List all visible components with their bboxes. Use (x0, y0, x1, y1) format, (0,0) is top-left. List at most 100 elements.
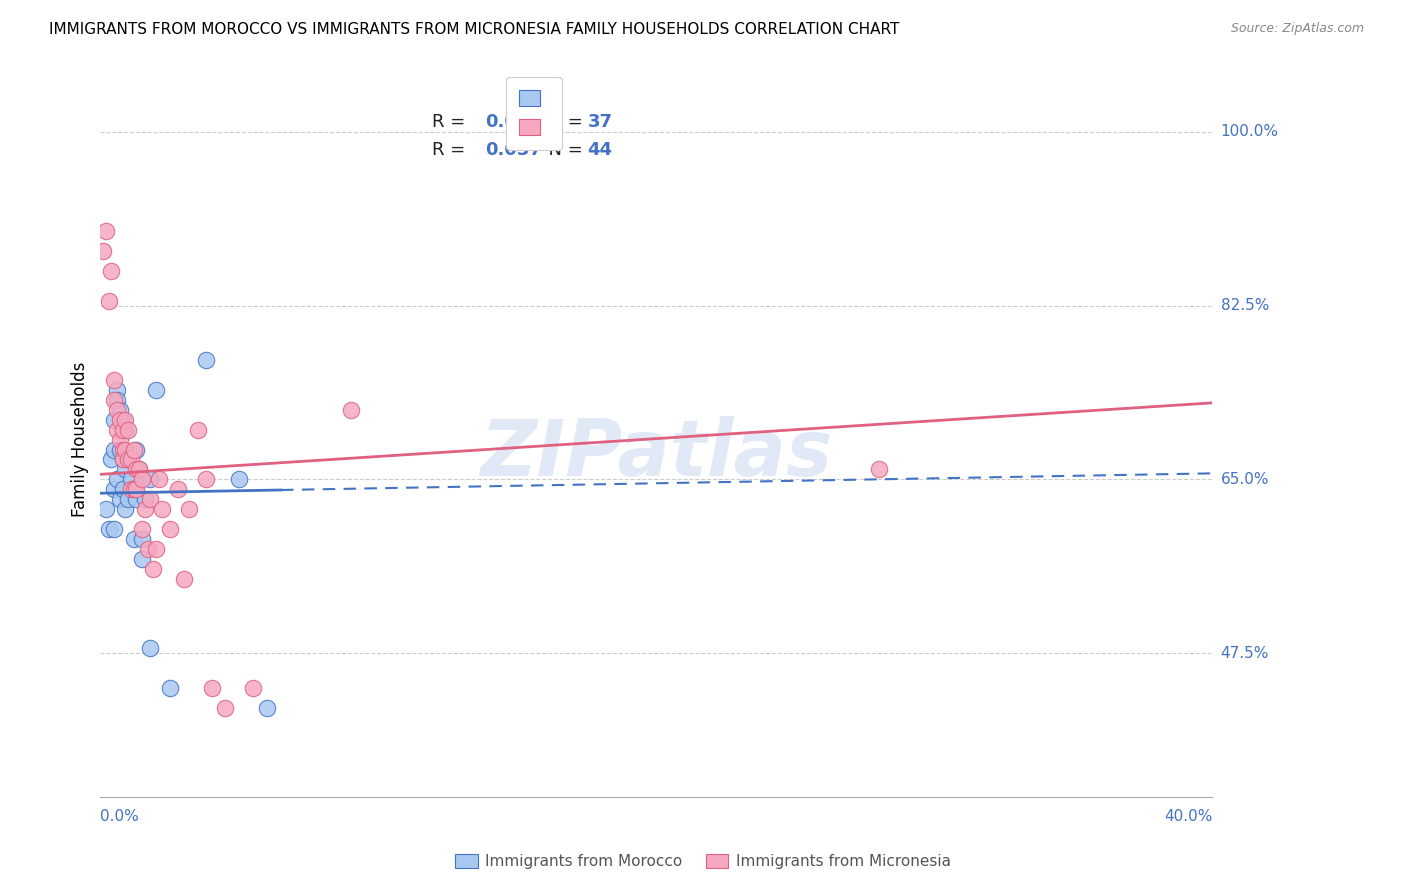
Legend: Immigrants from Morocco, Immigrants from Micronesia: Immigrants from Morocco, Immigrants from… (449, 848, 957, 875)
Point (105, 392, 128, 407)
Point (128, 462, 150, 476)
Text: 0.013: 0.013 (485, 113, 541, 131)
Point (100, 264, 122, 278)
Point (125, 442, 148, 457)
Point (187, 423, 209, 437)
Point (148, 472, 170, 486)
Point (150, 502, 173, 516)
Point (139, 472, 162, 486)
Point (200, 681, 222, 695)
Point (103, 482, 125, 496)
Point (117, 423, 139, 437)
Text: 44: 44 (588, 141, 613, 159)
Point (125, 482, 148, 496)
Point (114, 502, 136, 516)
Point (111, 442, 134, 457)
Y-axis label: Family Households: Family Households (72, 362, 89, 517)
Text: 0.037: 0.037 (485, 141, 541, 159)
Point (214, 700, 236, 714)
Point (94, 502, 117, 516)
Point (256, 700, 278, 714)
Point (167, 482, 190, 496)
Point (131, 522, 153, 536)
Point (97, 522, 120, 536)
Point (339, 402, 361, 417)
Text: N =: N = (537, 113, 589, 131)
Point (139, 641, 162, 656)
Text: 47.5%: 47.5% (1220, 646, 1270, 661)
Point (91, 244, 114, 258)
Point (103, 413, 125, 427)
Point (125, 462, 148, 476)
Point (195, 353, 218, 368)
Point (120, 472, 142, 486)
Legend: , : , (506, 77, 562, 150)
Point (122, 482, 145, 496)
Point (108, 433, 131, 447)
Text: IMMIGRANTS FROM MOROCCO VS IMMIGRANTS FROM MICRONESIA FAMILY HOUSEHOLDS CORRELAT: IMMIGRANTS FROM MOROCCO VS IMMIGRANTS FR… (49, 22, 900, 37)
Point (131, 532, 153, 546)
Text: 0.0%: 0.0% (100, 809, 139, 824)
Point (145, 541, 167, 556)
Point (111, 413, 134, 427)
Point (103, 442, 125, 457)
Text: R =: R = (432, 141, 471, 159)
Point (136, 541, 159, 556)
Point (122, 482, 145, 496)
Point (134, 492, 156, 507)
Point (868, 462, 890, 476)
Text: 40.0%: 40.0% (1164, 809, 1212, 824)
Point (103, 392, 125, 407)
Point (103, 373, 125, 387)
Point (159, 522, 181, 536)
Point (111, 482, 134, 496)
Point (195, 472, 218, 486)
Point (97, 293, 120, 308)
Point (94, 224, 117, 238)
Point (103, 522, 125, 536)
Point (173, 572, 195, 586)
Point (117, 452, 139, 467)
Point (111, 423, 134, 437)
Text: N =: N = (537, 141, 589, 159)
Point (105, 472, 128, 486)
Text: 37: 37 (588, 113, 613, 131)
Point (131, 472, 153, 486)
Text: ZIPatlas: ZIPatlas (481, 416, 832, 491)
Point (111, 452, 134, 467)
Point (134, 502, 156, 516)
Point (120, 482, 142, 496)
Point (242, 681, 264, 695)
Point (228, 472, 250, 486)
Text: 82.5%: 82.5% (1220, 298, 1270, 313)
Point (108, 492, 131, 507)
Point (100, 452, 122, 467)
Point (108, 402, 131, 417)
Point (139, 492, 162, 507)
Text: 100.0%: 100.0% (1220, 124, 1278, 139)
Point (117, 492, 139, 507)
Point (114, 442, 136, 457)
Point (114, 462, 136, 476)
Point (117, 452, 139, 467)
Point (108, 442, 131, 457)
Point (114, 423, 136, 437)
Text: 65.0%: 65.0% (1220, 472, 1270, 487)
Point (105, 402, 128, 417)
Point (105, 423, 128, 437)
Point (114, 413, 136, 427)
Text: R =: R = (432, 113, 471, 131)
Point (105, 383, 128, 397)
Point (111, 452, 134, 467)
Point (122, 442, 145, 457)
Point (108, 413, 131, 427)
Point (128, 462, 150, 476)
Point (120, 452, 142, 467)
Point (179, 502, 201, 516)
Point (159, 681, 181, 695)
Point (145, 383, 167, 397)
Point (142, 562, 165, 576)
Point (125, 492, 148, 507)
Text: Source: ZipAtlas.com: Source: ZipAtlas.com (1230, 22, 1364, 36)
Point (122, 532, 145, 546)
